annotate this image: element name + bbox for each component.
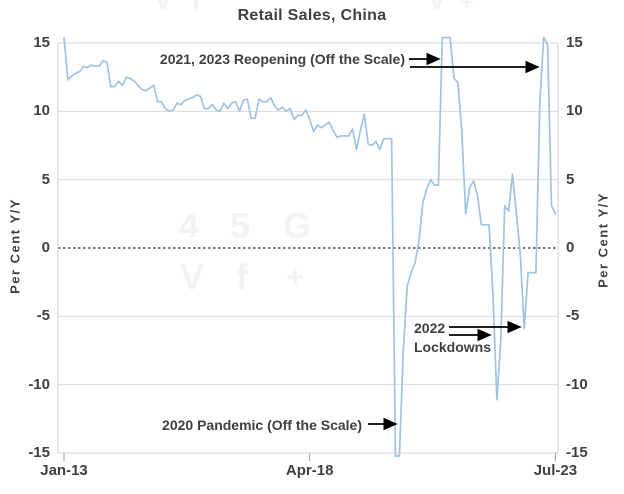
retail-sales-line-series [63, 36, 557, 457]
watermark-glyph: V [154, 0, 172, 16]
annotation-lockdowns: 2022 Lockdowns [414, 320, 492, 355]
watermark-glyph: 5 [229, 205, 251, 246]
y-axis-label-left-15: 15 [33, 33, 50, 51]
y-axis-label-right-10: 10 [566, 102, 583, 120]
x-axis-ticks [63, 453, 556, 461]
y-axis-label-right-0: 0 [566, 239, 575, 256]
watermark-glyph: f [236, 256, 248, 297]
watermark-glyph: V [179, 256, 205, 297]
chart-title: Retail Sales, China [237, 7, 387, 24]
x-axis-label-Jan-13: Jan-13 [40, 462, 88, 479]
x-axis-label-Jul-23: Jul-23 [533, 462, 578, 479]
watermark-glyph: f [191, 0, 201, 18]
watermark-glyph: V [428, 0, 446, 16]
y-axis-label-left-0: 0 [41, 239, 50, 256]
y-axis-label-right--5: -5 [566, 307, 580, 325]
y-axis-label-left-10: 10 [33, 102, 50, 120]
y-axis-label-left--5: -5 [36, 307, 50, 325]
y-axis-label-right--15: -15 [566, 444, 588, 461]
annotation-pandemic: 2020 Pandemic (Off the Scale) [162, 417, 362, 433]
y-axis-label-right-15: 15 [566, 33, 583, 51]
plot-frame [57, 43, 559, 453]
annotation-reopening: 2021, 2023 Reopening (Off the Scale) [159, 51, 405, 67]
y-axis-label-left--10: -10 [28, 375, 50, 393]
y-axis-label-left--15: -15 [28, 444, 50, 461]
gridlines [58, 42, 558, 454]
y-axis-label-left-5: 5 [41, 170, 50, 188]
watermark-glyph: + [286, 261, 304, 294]
annotation-arrows [368, 52, 540, 431]
y-axis-label-right-5: 5 [566, 170, 575, 188]
watermark-glyph: G [282, 205, 312, 246]
watermark-glyph: 4 [178, 205, 200, 246]
watermark-glyph: + [459, 0, 475, 16]
y-axis-label-right--10: -10 [566, 375, 588, 393]
x-axis-label-Apr-18: Apr-18 [285, 462, 334, 479]
